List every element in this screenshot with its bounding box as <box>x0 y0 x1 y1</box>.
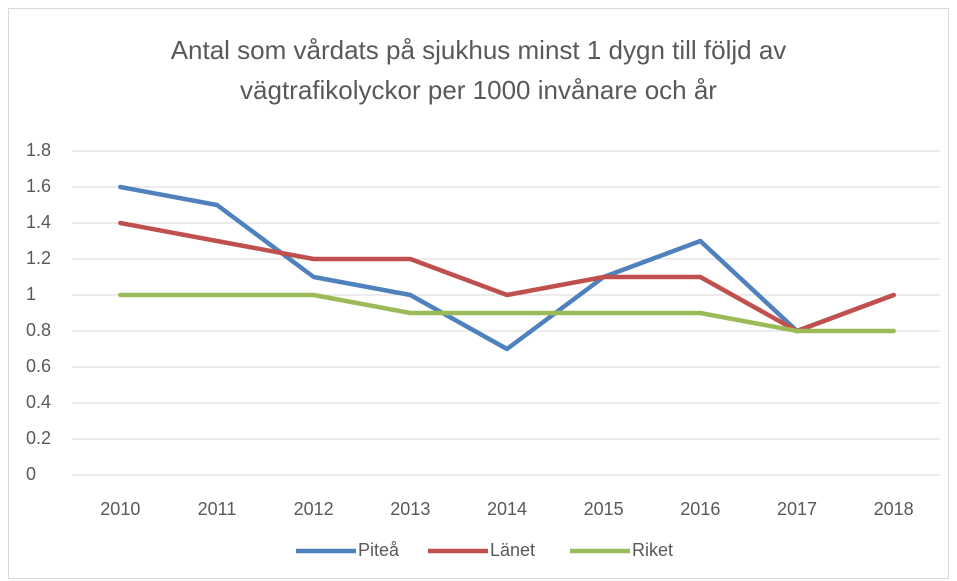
x-tick-label: 2015 <box>584 499 624 519</box>
y-tick-label: 0 <box>26 464 36 484</box>
y-tick-label: 0.8 <box>26 320 51 340</box>
y-tick-label: 1.2 <box>26 248 51 268</box>
x-tick-label: 2012 <box>294 499 334 519</box>
y-tick-label: 1.8 <box>26 140 51 160</box>
y-tick-label: 1.4 <box>26 212 51 232</box>
x-tick-label: 2014 <box>487 499 527 519</box>
data-line <box>118 292 896 334</box>
chart-title: Antal som vårdats på sjukhus minst 1 dyg… <box>170 35 787 105</box>
y-tick-label: 1.6 <box>26 176 51 196</box>
y-tick-label: 0.4 <box>26 392 51 412</box>
x-tick-label: 2013 <box>390 499 430 519</box>
x-tick-label: 2011 <box>198 499 237 519</box>
legend-label: Piteå <box>358 540 400 560</box>
y-tick-label: 0.2 <box>26 428 51 448</box>
chart-border <box>8 8 949 579</box>
x-tick-label: 2010 <box>100 499 140 519</box>
data-line <box>118 220 896 334</box>
y-tick-label: 1 <box>26 284 36 304</box>
legend-label: Länet <box>490 540 535 560</box>
x-tick-label: 2017 <box>777 499 817 519</box>
data-line <box>118 184 896 352</box>
y-tick-label: 0.6 <box>26 356 51 376</box>
x-tick-label: 2018 <box>874 499 914 519</box>
x-tick-label: 2016 <box>680 499 720 519</box>
legend-label: Riket <box>632 540 673 560</box>
